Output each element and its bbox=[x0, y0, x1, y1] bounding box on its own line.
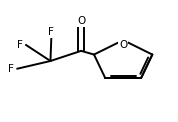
Text: F: F bbox=[48, 27, 54, 37]
Text: O: O bbox=[77, 16, 85, 26]
Text: O: O bbox=[119, 40, 127, 50]
Text: F: F bbox=[17, 40, 23, 50]
Text: F: F bbox=[8, 64, 14, 74]
